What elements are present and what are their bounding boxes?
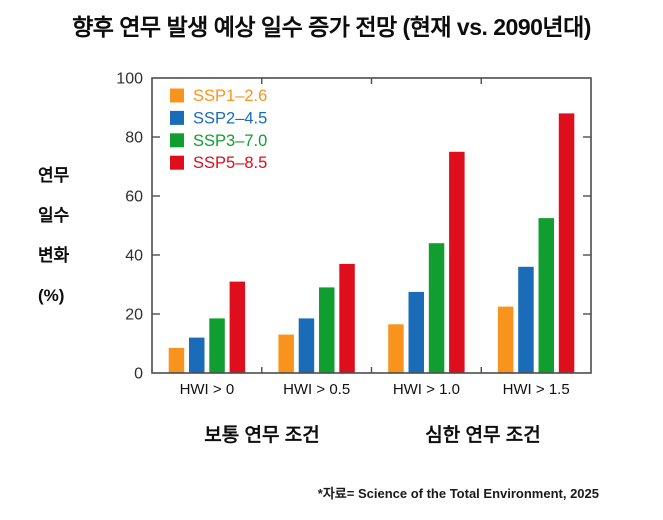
bar-SSP2–4.5-HWI > 0	[189, 337, 205, 373]
y-axis-label-line: 일수	[38, 206, 70, 225]
x-tick-label: HWI > 0	[180, 381, 235, 398]
y-tick-label: 60	[125, 189, 143, 206]
group-label-moderate-haze: 보통 연무 조건	[204, 425, 320, 446]
bar-SSP1–2.6-HWI > 1.5	[497, 306, 514, 373]
bar-SSP1–2.6-HWI > 0.5	[278, 334, 294, 373]
y-axis-label-line: (%)	[38, 286, 65, 305]
legend-swatch-SSP5–8.5	[170, 155, 184, 170]
legend-swatch-SSP2–4.5	[170, 110, 184, 125]
chart-title: 향후 연무 발생 예상 일수 증가 전망 (현재 vs. 2090년대)	[72, 14, 591, 40]
bar-SSP2–4.5-HWI > 0.5	[298, 318, 315, 373]
legend-label: SSP1–2.6	[193, 87, 267, 105]
y-axis-label: 연무 일수 변화 (%)	[38, 156, 69, 316]
bar-SSP2–4.5-HWI > 1.5	[518, 266, 534, 373]
y-axis-label-line: 연무	[38, 166, 70, 185]
x-tick-label: HWI > 1.0	[393, 381, 460, 398]
legend-swatch-SSP1–2.6	[170, 88, 184, 103]
bar-SSP3–7.0-HWI > 1.5	[538, 218, 554, 373]
x-tick-label: HWI > 1.5	[503, 381, 570, 398]
y-tick-label: 100	[116, 71, 143, 88]
bar-SSP2–4.5-HWI > 1.0	[408, 291, 424, 373]
legend-swatch-SSP3–7.0	[170, 133, 184, 148]
legend-label: SSP2–4.5	[193, 109, 267, 127]
group-label-severe-haze: 심한 연무 조건	[425, 425, 541, 446]
bar-SSP3–7.0-HWI > 0	[209, 318, 225, 373]
y-tick-label: 20	[125, 307, 143, 324]
y-axis-label-line: 변화	[38, 246, 70, 265]
y-tick-label: 40	[125, 248, 143, 265]
bar-SSP1–2.6-HWI > 1.0	[388, 324, 404, 373]
source-footnote: *자료= Science of the Total Environment, 2…	[317, 486, 599, 501]
plot-frame	[151, 77, 592, 374]
bar-SSP3–7.0-HWI > 0.5	[319, 287, 335, 373]
y-tick-label: 0	[134, 366, 143, 383]
bar-SSP5–8.5-HWI > 1.0	[449, 151, 465, 374]
bar-SSP5–8.5-HWI > 1.5	[558, 113, 575, 374]
y-tick-label: 80	[125, 130, 143, 147]
bar-SSP3–7.0-HWI > 1.0	[428, 243, 445, 373]
x-tick-label: HWI > 0.5	[283, 381, 350, 398]
bar-SSP5–8.5-HWI > 0.5	[339, 263, 355, 374]
bar-SSP1–2.6-HWI > 0	[168, 347, 185, 373]
legend-label: SSP5–8.5	[193, 154, 267, 172]
bar-SSP5–8.5-HWI > 0	[229, 281, 246, 374]
legend-label: SSP3–7.0	[193, 132, 267, 150]
